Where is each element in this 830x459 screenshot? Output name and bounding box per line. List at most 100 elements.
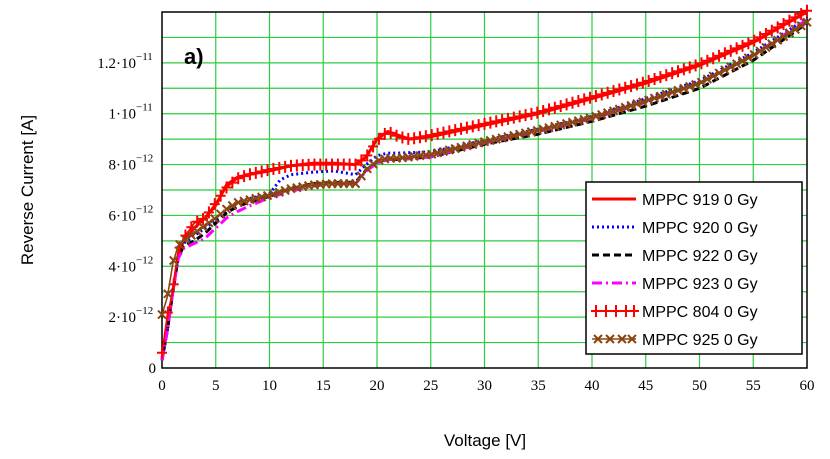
data-point	[661, 89, 671, 99]
data-point	[620, 102, 630, 113]
x-tick-label: 10	[262, 378, 277, 394]
data-point	[731, 59, 742, 69]
data-point	[514, 129, 525, 139]
data-point	[509, 130, 519, 141]
data-point	[597, 109, 607, 120]
data-point	[227, 200, 238, 211]
data-point	[239, 196, 249, 206]
x-tick-label: 60	[800, 378, 815, 394]
legend-item: MPPC 923 0 Gy	[592, 276, 758, 293]
data-point	[579, 114, 589, 125]
x-tick-labels: 0 5 10 15 20 25 30 35 40 45 50 55 60	[158, 378, 814, 394]
legend-label: MPPC 922 0 Gy	[642, 248, 758, 265]
data-point	[772, 35, 783, 45]
y-tick-label: 0	[149, 361, 157, 377]
data-point	[708, 71, 718, 81]
data-point	[802, 17, 812, 27]
data-point	[667, 87, 677, 97]
data-point	[585, 113, 595, 123]
legend-item: MPPC 804 0 Gy	[591, 304, 758, 321]
legend-label: MPPC 804 0 Gy	[642, 304, 758, 321]
data-point	[556, 120, 566, 130]
data-point	[350, 178, 361, 189]
y-tick-label: 4·10	[109, 259, 137, 275]
legend-label: MPPC 925 0 Gy	[642, 332, 758, 349]
data-point	[685, 81, 695, 92]
data-point	[468, 139, 478, 150]
data-point	[204, 218, 214, 228]
data-point	[473, 138, 484, 148]
data-point	[251, 193, 261, 204]
y-tick-exponent: −11	[136, 51, 153, 63]
y-tick-label: 1·10	[109, 107, 137, 123]
data-point	[737, 56, 748, 66]
data-point	[743, 53, 754, 63]
data-point	[608, 106, 619, 116]
data-point	[796, 21, 806, 31]
data-point	[479, 136, 490, 147]
legend-item: MPPC 919 0 Gy	[592, 192, 758, 209]
data-point	[749, 49, 759, 60]
data-point	[462, 141, 472, 151]
data-point	[374, 155, 384, 166]
data-point	[450, 143, 460, 154]
data-point	[649, 93, 660, 103]
data-point	[432, 148, 443, 158]
legend-box	[585, 181, 803, 355]
data-point	[573, 116, 584, 126]
data-point	[690, 79, 701, 90]
data-point	[497, 133, 507, 143]
data-point	[268, 189, 279, 199]
data-point	[192, 226, 202, 236]
y-tick-exponent: −12	[136, 305, 153, 317]
legend-item: MPPC 922 0 Gy	[592, 248, 758, 265]
data-point	[755, 46, 765, 56]
legend: MPPC 919 0 Gy MPPC 920 0 Gy MPPC 922 0 Gy M…	[585, 181, 803, 355]
data-point	[627, 334, 637, 344]
series-mppc-804-0-gy	[157, 4, 812, 359]
data-point	[491, 134, 501, 144]
y-tick-exponent: −12	[136, 153, 153, 165]
data-point	[605, 334, 615, 344]
data-point	[368, 159, 378, 169]
x-tick-label: 0	[158, 378, 166, 394]
data-point	[778, 31, 789, 42]
x-tick-label: 30	[477, 378, 492, 394]
x-tick-label: 15	[316, 378, 331, 394]
data-point	[544, 122, 554, 133]
data-point	[427, 149, 437, 159]
y-tick-label: 8·10	[109, 158, 137, 174]
x-tick-label: 20	[370, 378, 385, 394]
data-point	[784, 28, 795, 38]
data-point	[292, 182, 302, 193]
x-tick-label: 40	[585, 378, 600, 394]
x-tick-label: 55	[746, 378, 761, 394]
data-point	[593, 334, 603, 344]
data-point	[726, 62, 736, 72]
x-axis-title: Voltage [V]	[444, 431, 526, 450]
series-mppc-925-0-gy	[157, 17, 812, 320]
plot-border	[161, 11, 808, 369]
data-point	[233, 197, 243, 208]
data-point	[180, 234, 191, 245]
y-tick-label: 6·10	[109, 208, 137, 224]
x-tick-label: 45	[638, 378, 653, 394]
data-point	[298, 181, 308, 192]
data-point	[503, 131, 513, 142]
data-point	[538, 124, 548, 134]
x-tick-label: 50	[692, 378, 707, 394]
data-point	[617, 334, 627, 344]
data-point	[720, 65, 730, 75]
x-tick-label: 35	[531, 378, 546, 394]
data-point	[638, 97, 648, 107]
data-point	[256, 192, 267, 202]
data-point	[655, 91, 666, 101]
y-tick-labels: 02·10 −124·10 −126·10 −128·10 −121·10 −111.2·…	[97, 51, 156, 377]
y-tick-label: 1.2·10	[97, 56, 136, 72]
data-point	[761, 42, 771, 53]
data-point	[438, 146, 449, 157]
data-point	[561, 118, 572, 129]
data-point	[673, 85, 683, 96]
data-point	[198, 222, 208, 232]
